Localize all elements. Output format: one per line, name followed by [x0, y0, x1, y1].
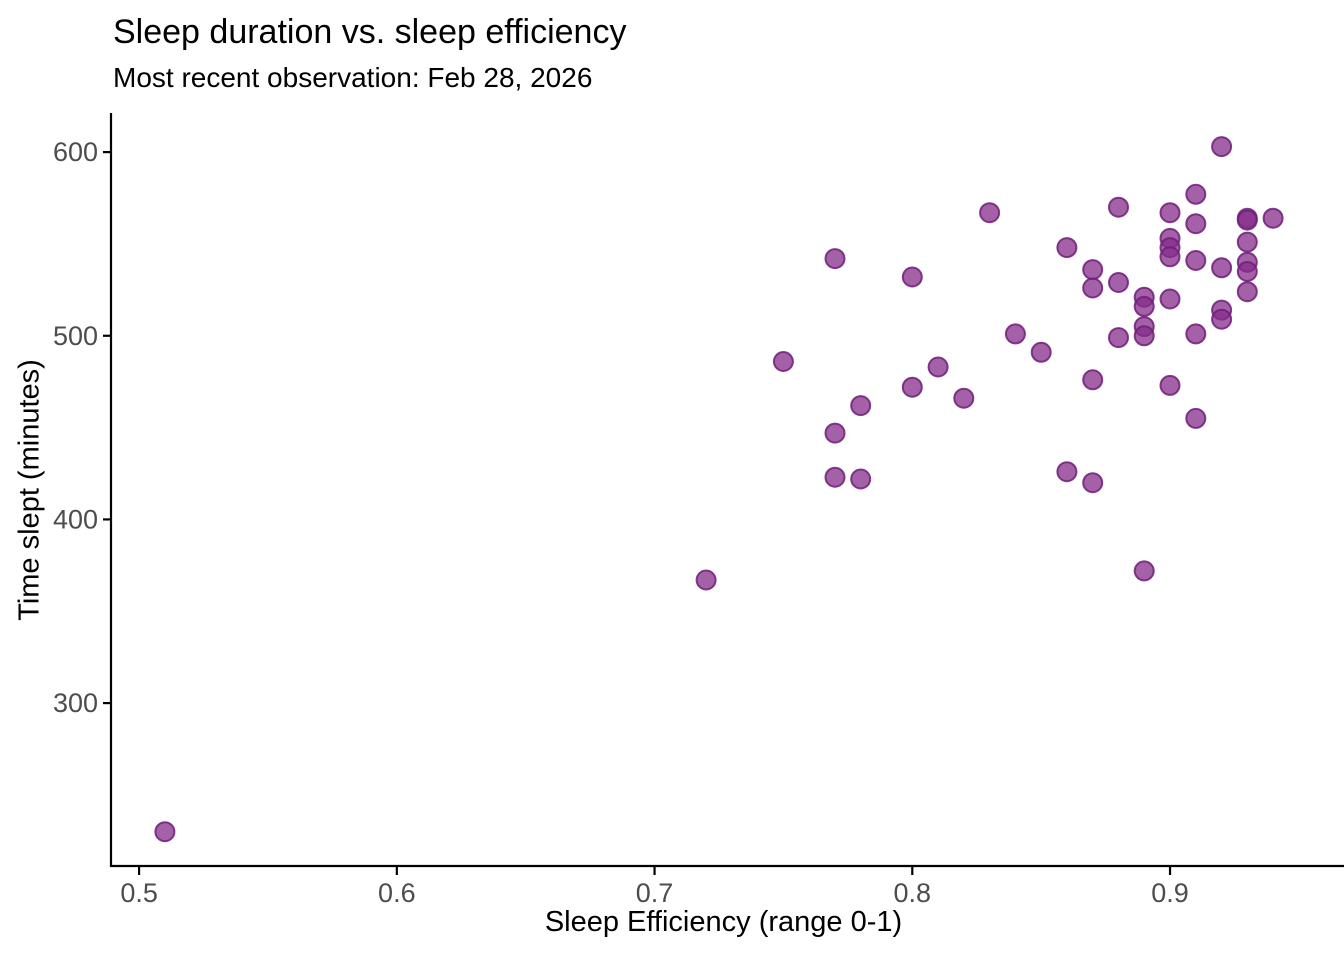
chart-title: Sleep duration vs. sleep efficiency — [113, 13, 627, 51]
data-point — [850, 468, 872, 490]
data-point — [1056, 237, 1078, 259]
x-tick-label: 0.6 — [378, 878, 416, 908]
y-tick-label: 400 — [53, 504, 98, 534]
data-point — [695, 569, 717, 591]
y-tick-label: 500 — [53, 321, 98, 351]
data-point — [154, 821, 176, 843]
data-point — [1236, 209, 1258, 231]
y-tick-label: 600 — [53, 137, 98, 167]
data-point — [1236, 231, 1258, 253]
data-point — [1159, 202, 1181, 224]
data-point — [1236, 261, 1258, 282]
x-tick-label: 0.7 — [636, 878, 674, 908]
data-point — [1211, 136, 1233, 158]
x-tick-label: 0.9 — [1151, 878, 1189, 908]
data-point — [1056, 461, 1078, 483]
y-tick-label: 300 — [53, 688, 98, 718]
data-point — [850, 395, 872, 417]
data-point — [1159, 246, 1181, 268]
data-point — [1133, 325, 1155, 347]
data-point — [1133, 560, 1155, 582]
data-point — [1133, 295, 1155, 317]
data-point — [1159, 288, 1181, 310]
data-point — [772, 351, 794, 372]
data-point — [1108, 196, 1129, 218]
data-point — [1159, 374, 1181, 396]
data-point — [1082, 472, 1104, 494]
data-point — [901, 376, 923, 398]
data-point — [927, 356, 949, 378]
data-point — [1185, 213, 1207, 235]
data-point — [1211, 257, 1233, 279]
data-point — [1211, 308, 1233, 330]
data-point — [1185, 183, 1207, 205]
data-point — [1082, 277, 1104, 299]
data-point — [1236, 281, 1258, 303]
x-axis-title: Sleep Efficiency (range 0-1) — [544, 906, 903, 938]
data-point — [901, 266, 923, 288]
data-point — [953, 387, 975, 409]
data-point — [824, 466, 846, 488]
data-point — [1004, 323, 1026, 345]
y-axis-title: Time slept (minutes) — [13, 359, 46, 621]
data-point — [1082, 259, 1104, 281]
chart-subtitle: Most recent observation: Feb 28, 2026 — [113, 62, 593, 93]
x-tick-label: 0.5 — [120, 878, 158, 908]
data-point — [1030, 341, 1052, 363]
data-point — [824, 248, 846, 270]
data-point — [1262, 207, 1284, 229]
data-point — [1185, 323, 1207, 345]
x-tick-label: 0.8 — [894, 878, 932, 908]
data-point — [1185, 250, 1207, 271]
data-point — [1108, 327, 1129, 349]
data-point — [824, 422, 846, 444]
data-point — [1082, 369, 1104, 391]
data-point — [979, 202, 1001, 224]
data-point — [1108, 272, 1129, 293]
data-point — [1185, 407, 1207, 429]
